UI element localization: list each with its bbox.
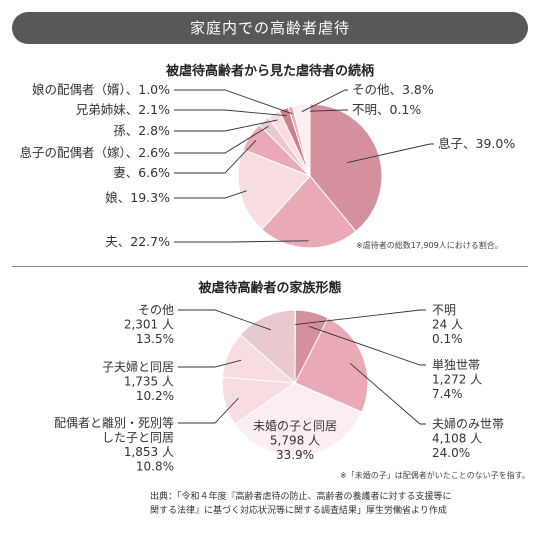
chart2-leader-不明 — [295, 309, 426, 326]
chart1-leader-孫 — [174, 119, 278, 132]
chart1-label-夫: 夫、22.7% — [105, 234, 170, 249]
chart1-leader-その他 — [301, 89, 348, 113]
chart1-label-娘の配偶者-婿-: 娘の配偶者（婿）、1.0% — [32, 82, 170, 97]
chart1-outline — [237, 103, 383, 249]
chart2-label-夫婦のみ世帯-line-3: 24.0% — [432, 446, 470, 460]
chart2-label-その他-line-3: 13.5% — [136, 332, 174, 346]
chart1-leader-娘 — [174, 190, 248, 199]
chart2-label-不明-line-1: 不明 — [432, 303, 456, 317]
chart2-label-未婚の子と同居-line-3: 33.9% — [276, 448, 314, 462]
chart1-label-息子の配偶者-嫁-: 息子の配偶者（嫁）、2.6% — [19, 145, 170, 160]
chart1-leader-妻 — [174, 139, 257, 174]
chart1-label-兄弟姉妹: 兄弟姉妹、2.1% — [76, 102, 170, 117]
chart2-label-単独世帯-line-1: 単独世帯 — [432, 358, 480, 372]
chart2-label-単独世帯-line-3: 7.4% — [432, 387, 463, 401]
chart1-title: 被虐待高齢者から見た虐待者の続柄 — [165, 64, 374, 79]
chart1-leader-夫 — [174, 240, 309, 243]
chart2-label-配偶者と離別・死別等した子と同居-line-1: 配偶者と離別・死別等 — [54, 416, 174, 430]
chart2-leader-子夫婦と同居 — [178, 359, 242, 368]
section-divider — [12, 266, 528, 267]
chart1-note: ※虐待者の総数17,909人における割合。 — [356, 241, 503, 250]
chart2-label-未婚の子と同居-line-1: 未婚の子と同居 — [253, 419, 337, 433]
chart1-label-孫: 孫、2.8% — [113, 123, 170, 138]
chart2-label-その他-line-2: 2,301 人 — [124, 318, 174, 332]
chart2-outline — [221, 309, 369, 457]
chart1-leader-息子の配偶者-嫁- — [174, 125, 269, 154]
source-line-2: 関する法律』に基づく対応状況等に関する調査結果」厚生労働省より作成 — [150, 506, 447, 516]
chart2-label-子夫婦と同居-line-2: 1,735 人 — [124, 375, 174, 389]
source-line-1: 出典：「令和４年度『高齢者虐待の防止、高齢者の養護者に対する支援等に — [150, 492, 452, 502]
chart1-label-その他: その他、3.8% — [352, 82, 434, 97]
chart2-label-配偶者と離別・死別等した子と同居-line-4: 10.8% — [136, 460, 174, 474]
source-citation: 出典：「令和４年度『高齢者虐待の防止、高齢者の養護者に対する支援等に 関する法律… — [150, 490, 530, 518]
chart2-label-配偶者と離別・死別等した子と同居-line-3: 1,853 人 — [124, 445, 174, 459]
chart1-leader-兄弟姉妹 — [174, 109, 287, 117]
chart1-leader-息子 — [347, 143, 434, 164]
chart1-leader-不明 — [309, 109, 348, 112]
chart1-leader-娘の配偶者-婿- — [174, 89, 293, 115]
chart2-title: 被虐待高齢者の家族形態 — [198, 281, 342, 296]
chart2-label-不明-line-3: 0.1% — [432, 332, 463, 346]
chart2-label-子夫婦と同居-line-3: 10.2% — [136, 389, 174, 403]
chart2-label-単独世帯-line-2: 1,272 人 — [432, 373, 482, 387]
chart2-label-夫婦のみ世帯-line-1: 夫婦のみ世帯 — [432, 416, 504, 431]
chart1-label-不明: 不明、0.1% — [352, 102, 421, 117]
chart1-label-妻: 妻、6.6% — [113, 165, 170, 180]
chart2-label-夫婦のみ世帯-line-2: 4,108 人 — [432, 432, 482, 446]
chart2-leader-配偶者と離別・死別等した子と同居 — [178, 397, 239, 424]
chart2-leader-夫婦のみ世帯 — [349, 362, 426, 425]
page-banner-title: 家庭内での高齢者虐待 — [12, 12, 528, 44]
chart2-label-その他-line-1: その他 — [138, 303, 174, 317]
chart2-leader-その他 — [178, 309, 272, 331]
chart2-label-子夫婦と同居-line-1: 子夫婦と同居 — [102, 359, 174, 374]
chart2-note: ※「未婚の子」は配偶者がいたことのない子を指す。 — [340, 471, 530, 480]
chart2-label-配偶者と離別・死別等した子と同居-line-2: した子と同居 — [102, 431, 174, 445]
chart2-label-不明-line-2: 24 人 — [432, 318, 463, 332]
chart1-label-息子: 息子、39.0% — [438, 136, 515, 151]
chart2-label-未婚の子と同居-line-2: 5,798 人 — [270, 434, 320, 448]
chart2-leader-単独世帯 — [308, 325, 426, 366]
chart1-label-娘: 娘、19.3% — [105, 190, 170, 205]
